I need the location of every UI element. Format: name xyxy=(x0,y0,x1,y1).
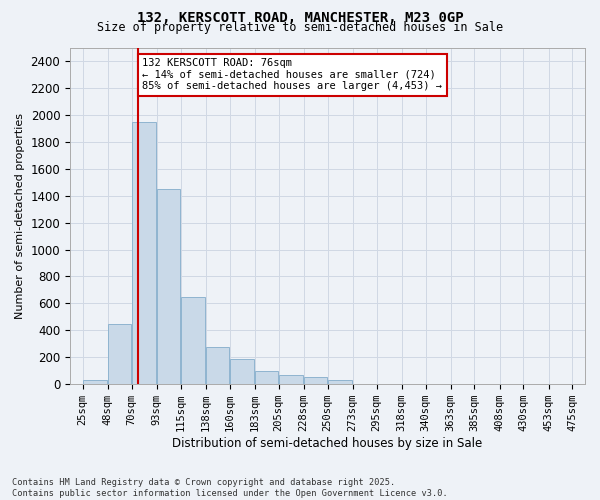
Bar xyxy=(328,380,352,384)
Bar xyxy=(83,380,107,384)
Bar xyxy=(132,122,157,384)
Bar xyxy=(157,189,180,384)
Bar xyxy=(181,296,205,384)
Text: 132 KERSCOTT ROAD: 76sqm
← 14% of semi-detached houses are smaller (724)
85% of : 132 KERSCOTT ROAD: 76sqm ← 14% of semi-d… xyxy=(142,58,442,92)
Bar xyxy=(304,378,327,384)
Text: Contains HM Land Registry data © Crown copyright and database right 2025.
Contai: Contains HM Land Registry data © Crown c… xyxy=(12,478,448,498)
Text: 132, KERSCOTT ROAD, MANCHESTER, M23 0GP: 132, KERSCOTT ROAD, MANCHESTER, M23 0GP xyxy=(137,11,463,25)
Bar xyxy=(255,371,278,384)
Y-axis label: Number of semi-detached properties: Number of semi-detached properties xyxy=(15,113,25,319)
Bar xyxy=(206,346,229,384)
X-axis label: Distribution of semi-detached houses by size in Sale: Distribution of semi-detached houses by … xyxy=(172,437,482,450)
Bar xyxy=(279,375,303,384)
Bar xyxy=(108,324,131,384)
Text: Size of property relative to semi-detached houses in Sale: Size of property relative to semi-detach… xyxy=(97,22,503,35)
Bar xyxy=(230,358,254,384)
